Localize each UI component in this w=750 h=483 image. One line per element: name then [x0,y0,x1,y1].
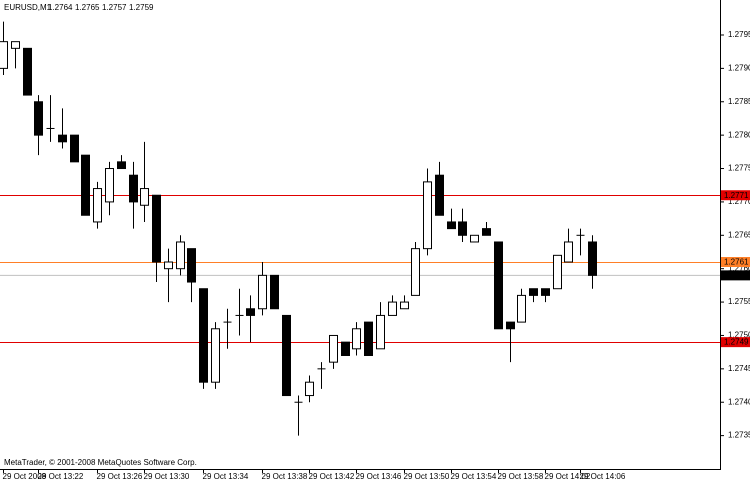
x-tick-label: 29 Oct 13:58 [498,472,544,481]
candle-body [529,288,538,296]
candle-body [329,334,338,363]
y-tick-label: 1.2790 [728,63,750,72]
x-tick-label: 29 Oct 13:38 [262,472,308,481]
header-value: 1.2759 [129,3,154,12]
x-tick-label: 29 Oct 13:50 [404,472,450,481]
candle-body [140,188,149,206]
candle-body [270,274,279,310]
candle-body [411,248,420,296]
level-label-box [721,257,750,268]
y-tick-label: 1.2765 [728,230,750,239]
candle-body [400,301,409,310]
x-tick-label: 29 Oct 13:22 [38,472,84,481]
x-tick-label: 29 Oct 13:34 [203,472,249,481]
x-tick-label: 29 Oct 2008 [3,472,47,481]
x-tick-label: 29 Oct 13:54 [451,472,497,481]
candle-body [517,294,526,323]
candle-body [553,254,562,290]
candle-body [341,341,350,356]
candle-body [352,328,361,350]
current-price-box [721,270,750,281]
candle-body [199,288,208,383]
candle-body [187,248,196,283]
candle-body [23,47,32,96]
y-tick-label: 1.2750 [728,331,750,340]
candle-body [388,301,397,316]
candle-body [117,161,126,170]
candle-body [458,221,467,236]
candle-body [81,154,90,216]
x-tick-label: 29 Oct 13:26 [97,472,143,481]
header-value: 1.2757 [102,3,127,12]
candle-body [93,188,102,223]
candle-body [506,321,515,330]
candle-body [70,134,79,163]
candle-body [164,261,173,270]
candle-body [447,221,456,230]
y-tick-label: 1.2785 [728,97,750,106]
candle-body [541,288,550,296]
footer: MetaTrader, © 2001-2008 MetaQuotes Softw… [4,458,197,467]
header-value: 1.2764 [48,3,73,12]
candle-body [58,134,67,143]
candle-body [364,321,373,356]
level-label-box [721,190,750,201]
candle-body [482,228,491,236]
x-tick-label: 29 Oct 13:46 [356,472,402,481]
candle-body [211,328,220,383]
y-tick-label: 1.2775 [728,164,750,173]
candle-body [376,314,385,350]
y-tick-label: 1.2735 [728,431,750,440]
x-tick-label: 29 Oct 14:02 [545,472,591,481]
candle-body [0,41,8,69]
candle-body [282,314,291,397]
y-tick-label: 1.2740 [728,397,750,406]
x-tick-label: 29 Oct 14:06 [580,472,626,481]
candle-body [34,101,43,136]
candle-body [588,241,597,276]
candle-body [129,174,138,203]
current-price-label: 1.2759 [724,271,749,280]
candle-body [305,381,314,397]
candle-body [423,181,432,250]
level-label: 1.2771 [724,191,749,200]
y-tick-label: 1.2745 [728,364,750,373]
y-tick-label: 1.2780 [728,130,750,139]
y-tick-label: 1.2770 [728,197,750,206]
candle-body [435,174,444,216]
level-label: 1.2761 [724,258,749,267]
candle-body [105,168,114,203]
x-tick-label: 29 Oct 13:30 [144,472,190,481]
candle-body [470,234,479,243]
level-label-box [721,337,750,348]
symbol: EURUSD,M1 [4,3,52,12]
candle-body [494,241,503,330]
y-tick-label: 1.2760 [728,264,750,273]
x-tick-label: 29 Oct 13:42 [309,472,355,481]
candle-body [152,194,161,263]
candle-body [258,274,267,310]
candle-body [246,308,255,316]
candle-body [176,241,185,270]
y-tick-label: 1.2755 [728,297,750,306]
header-value: 1.2765 [75,3,100,12]
level-label: 1.2749 [724,338,749,347]
candle-body [564,241,573,263]
y-tick-label: 1.2795 [728,30,750,39]
candle-body [11,41,20,49]
